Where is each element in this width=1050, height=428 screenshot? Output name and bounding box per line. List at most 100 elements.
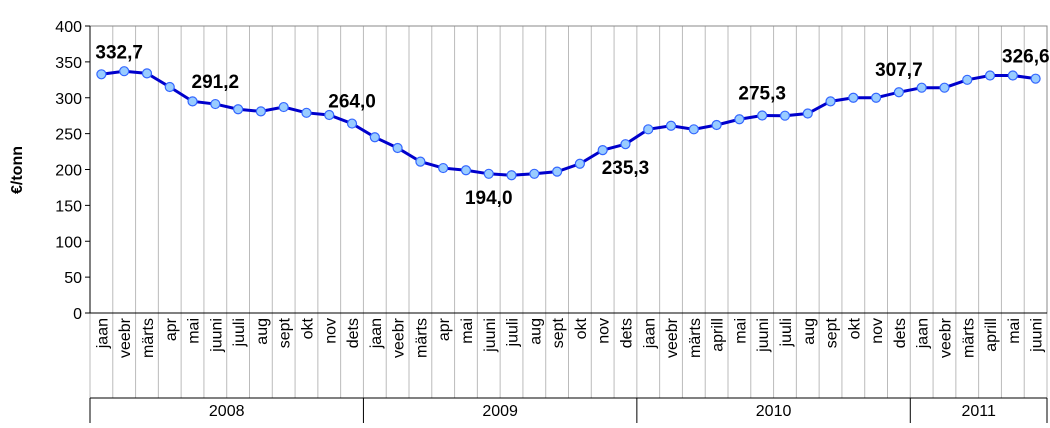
x-tick-label: jaan bbox=[641, 318, 658, 349]
x-tick-label: mai bbox=[459, 318, 476, 344]
y-tick-label: 150 bbox=[55, 198, 82, 215]
point bbox=[369, 132, 380, 143]
point bbox=[164, 81, 175, 93]
x-tick-label: dets bbox=[892, 318, 909, 348]
x-tick-label: nov bbox=[322, 318, 339, 344]
y-tick-label: 50 bbox=[64, 270, 82, 287]
value-label: 264,0 bbox=[328, 92, 376, 113]
value-label: 326,6 bbox=[1002, 47, 1050, 68]
point bbox=[392, 142, 403, 154]
y-tick-label: 350 bbox=[55, 55, 82, 72]
group-label: 2008 bbox=[209, 403, 245, 420]
point bbox=[848, 92, 859, 103]
x-tick-label: märts bbox=[140, 318, 157, 358]
point bbox=[438, 162, 449, 174]
x-tick-label: okt bbox=[299, 317, 316, 339]
point bbox=[483, 168, 494, 179]
y-tick-label: 0 bbox=[73, 306, 82, 323]
x-tick-label: veebr bbox=[937, 317, 954, 358]
point bbox=[620, 139, 631, 150]
x-tick-label: juuli bbox=[778, 318, 795, 347]
point bbox=[665, 120, 677, 131]
x-tick-label: apr bbox=[436, 317, 453, 341]
x-tick-label: veebr bbox=[664, 317, 681, 358]
x-tick-label: dets bbox=[618, 318, 635, 348]
point bbox=[893, 87, 904, 98]
x-tick-label: aprill bbox=[710, 318, 727, 352]
point bbox=[916, 82, 927, 93]
point bbox=[119, 66, 130, 77]
point bbox=[597, 145, 608, 156]
x-tick-label: nov bbox=[596, 318, 613, 344]
x-tick-label: mai bbox=[186, 318, 203, 344]
value-label: 332,7 bbox=[95, 42, 143, 63]
x-tick-label: märts bbox=[687, 318, 704, 358]
group-label: 2009 bbox=[482, 403, 518, 420]
point bbox=[96, 69, 107, 80]
x-tick-label: mai bbox=[732, 318, 749, 344]
x-tick-label: jaan bbox=[94, 318, 111, 349]
point bbox=[779, 110, 791, 121]
point bbox=[415, 156, 426, 167]
point bbox=[210, 98, 221, 110]
x-tick-label: aug bbox=[801, 318, 818, 345]
point bbox=[1007, 70, 1018, 81]
x-tick-label: juuli bbox=[505, 318, 522, 347]
point bbox=[643, 124, 654, 135]
point bbox=[506, 170, 517, 181]
point bbox=[233, 104, 244, 115]
x-tick-label: märts bbox=[960, 318, 977, 358]
x-tick-label: dets bbox=[345, 318, 362, 348]
x-tick-label: veebr bbox=[391, 317, 408, 358]
x-tick-label: juuli bbox=[231, 318, 248, 347]
y-tick-label: 250 bbox=[55, 127, 82, 144]
value-label: 291,2 bbox=[192, 72, 240, 93]
point bbox=[460, 165, 472, 176]
x-tick-label: okt bbox=[846, 317, 863, 339]
x-tick-label: juuni bbox=[1029, 318, 1046, 353]
value-label: 194,0 bbox=[465, 188, 513, 209]
x-tick-label: aug bbox=[254, 318, 271, 345]
y-tick-label: 300 bbox=[55, 91, 82, 108]
x-tick-label: sept bbox=[824, 317, 841, 348]
x-tick-label: veebr bbox=[117, 317, 134, 358]
x-tick-label: sept bbox=[550, 317, 567, 348]
point bbox=[962, 74, 973, 85]
x-tick-label: nov bbox=[869, 318, 886, 344]
x-tick-label: jaan bbox=[368, 318, 385, 349]
value-label: 275,3 bbox=[738, 83, 786, 104]
y-axis-label: €/tonn bbox=[9, 146, 26, 194]
point bbox=[529, 168, 540, 179]
point bbox=[346, 118, 358, 129]
point bbox=[552, 166, 563, 177]
y-tick-label: 400 bbox=[55, 19, 82, 36]
x-tick-label: jaan bbox=[915, 318, 932, 349]
point bbox=[301, 107, 312, 118]
point bbox=[278, 101, 289, 113]
point bbox=[802, 108, 813, 119]
point bbox=[255, 106, 266, 117]
x-tick-label: aug bbox=[527, 318, 544, 345]
point bbox=[574, 158, 585, 169]
x-tick-label: juuni bbox=[482, 318, 499, 353]
point bbox=[1030, 73, 1041, 84]
point bbox=[688, 124, 699, 135]
point bbox=[825, 96, 836, 107]
x-tick-label: märts bbox=[413, 318, 430, 358]
x-tick-label: juuni bbox=[755, 318, 772, 353]
group-label: 2010 bbox=[756, 403, 792, 420]
x-tick-label: apr bbox=[163, 317, 180, 341]
y-tick-label: 100 bbox=[55, 234, 82, 251]
point bbox=[711, 119, 722, 131]
x-tick-label: okt bbox=[573, 317, 590, 339]
y-tick-label: 200 bbox=[55, 163, 82, 180]
point bbox=[871, 92, 882, 103]
x-tick-label: aprill bbox=[983, 318, 1000, 352]
point bbox=[939, 82, 950, 93]
point bbox=[984, 70, 996, 81]
group-label: 2011 bbox=[961, 403, 996, 420]
point bbox=[734, 114, 745, 125]
x-tick-label: mai bbox=[1006, 318, 1023, 344]
x-tick-label: juuni bbox=[208, 318, 225, 353]
